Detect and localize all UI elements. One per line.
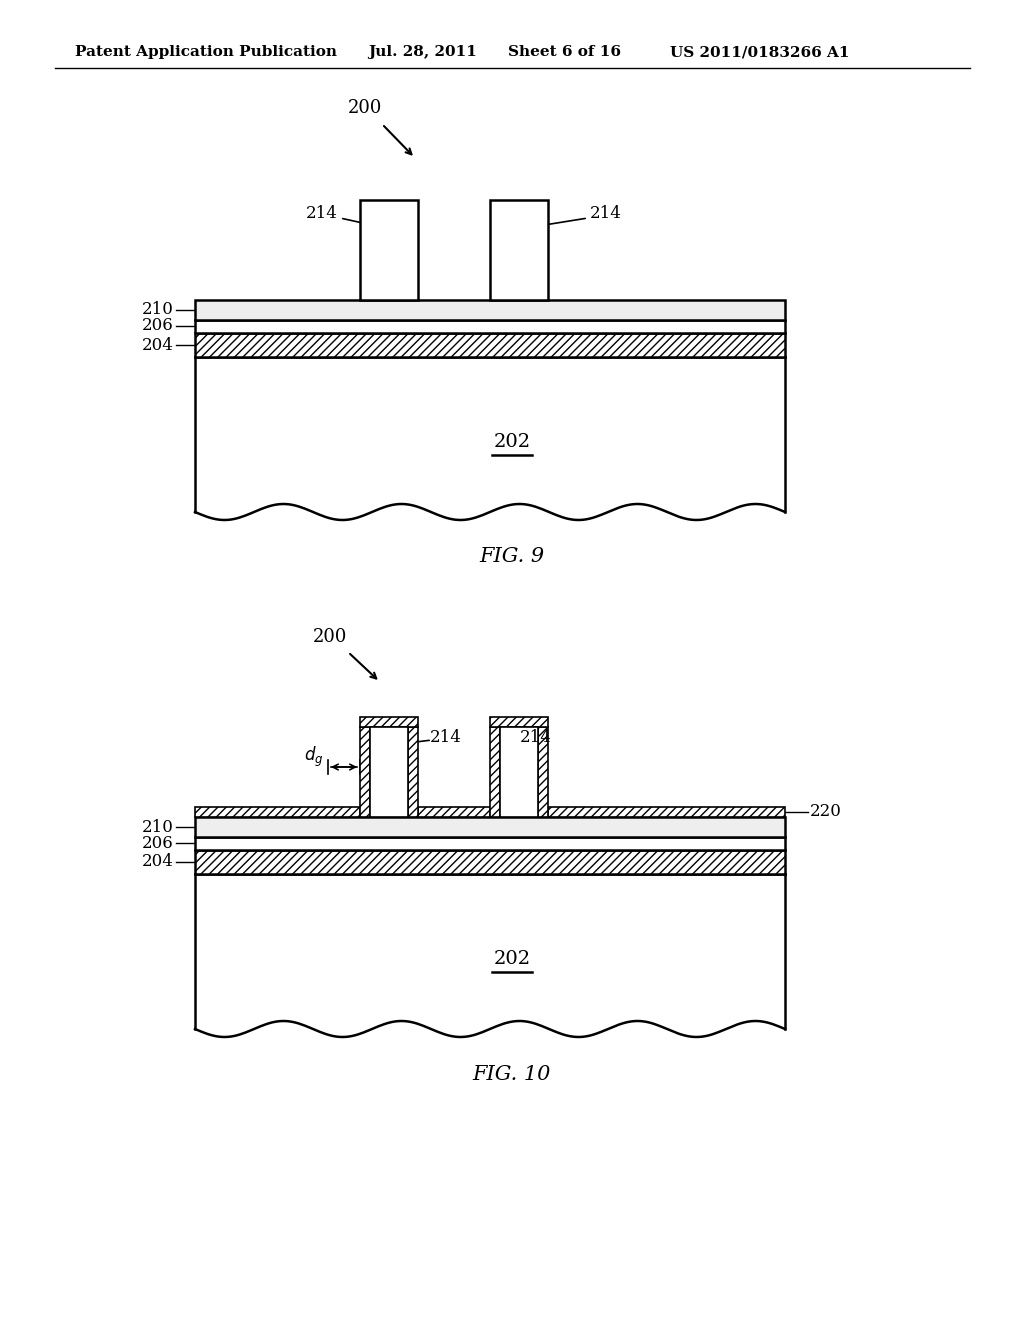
Bar: [195, 817, 785, 837]
Bar: [195, 333, 785, 356]
Bar: [408, 727, 418, 817]
Text: US 2011/0183266 A1: US 2011/0183266 A1: [670, 45, 850, 59]
Text: 206: 206: [142, 318, 174, 334]
Text: 204: 204: [142, 854, 174, 870]
Text: 214: 214: [430, 729, 462, 746]
Text: 214: 214: [520, 729, 552, 746]
Text: Jul. 28, 2011: Jul. 28, 2011: [368, 45, 477, 59]
Bar: [418, 807, 490, 817]
Polygon shape: [195, 356, 785, 520]
Text: Sheet 6 of 16: Sheet 6 of 16: [508, 45, 621, 59]
Text: FIG. 10: FIG. 10: [473, 1064, 551, 1084]
Bar: [370, 727, 408, 817]
Polygon shape: [195, 874, 785, 1038]
Bar: [370, 727, 408, 817]
Bar: [500, 727, 538, 817]
Text: 220: 220: [810, 804, 842, 821]
Text: 202: 202: [494, 950, 530, 969]
Bar: [370, 727, 408, 817]
Text: 210: 210: [142, 818, 174, 836]
Text: 200: 200: [348, 99, 382, 117]
Bar: [500, 727, 538, 817]
Bar: [548, 807, 785, 817]
Bar: [490, 717, 548, 727]
Text: 214: 214: [306, 206, 338, 223]
Bar: [500, 727, 538, 817]
Text: FIG. 9: FIG. 9: [479, 548, 545, 566]
Bar: [195, 837, 785, 850]
Text: 206: 206: [142, 834, 174, 851]
Text: 204: 204: [142, 337, 174, 354]
Bar: [195, 300, 785, 319]
Bar: [360, 201, 418, 300]
Bar: [490, 727, 500, 817]
Bar: [195, 807, 360, 817]
Bar: [195, 319, 785, 333]
Text: 214: 214: [590, 206, 622, 223]
Text: 210: 210: [142, 301, 174, 318]
Text: $d_g$: $d_g$: [303, 744, 323, 770]
Text: 200: 200: [312, 628, 347, 645]
Bar: [538, 727, 548, 817]
Bar: [195, 850, 785, 874]
Bar: [360, 717, 418, 727]
Bar: [490, 201, 548, 300]
Bar: [360, 727, 370, 817]
Text: 202: 202: [494, 433, 530, 451]
Text: Patent Application Publication: Patent Application Publication: [75, 45, 337, 59]
